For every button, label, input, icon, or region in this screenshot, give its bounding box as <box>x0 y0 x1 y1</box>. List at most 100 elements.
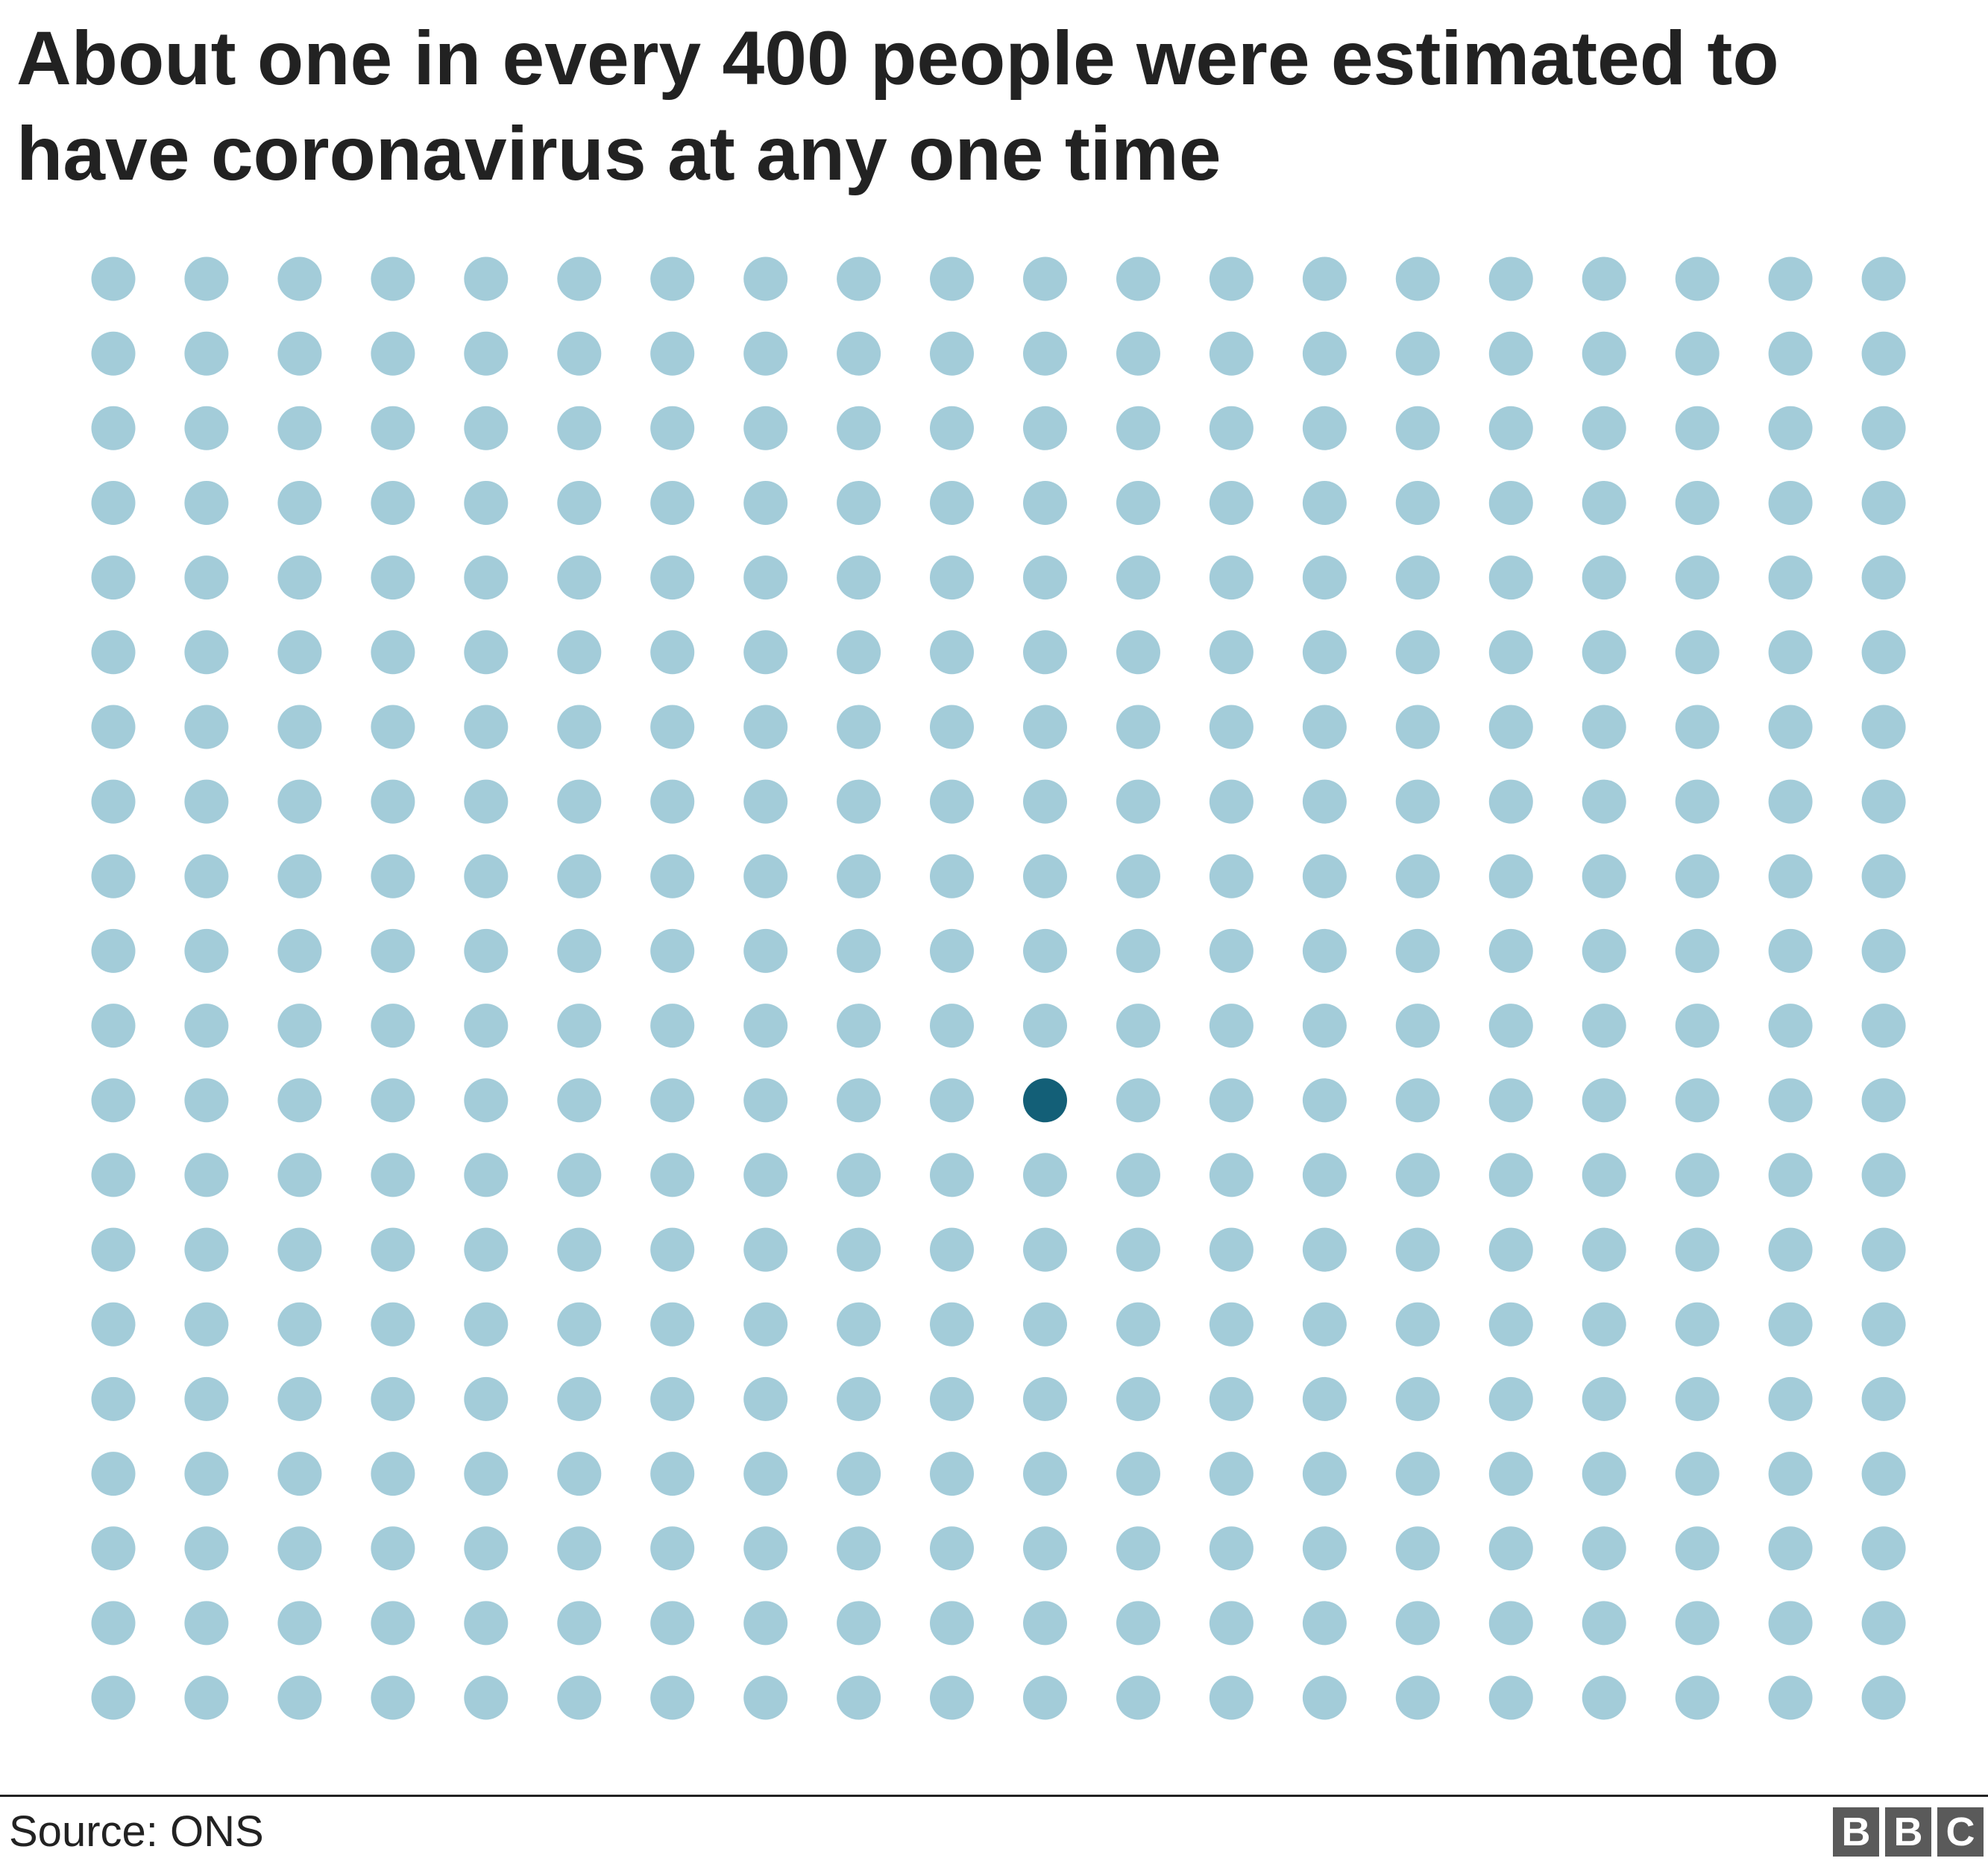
person-dot <box>184 1302 229 1347</box>
person-dot <box>1768 1004 1813 1048</box>
person-dot <box>1209 331 1253 376</box>
person-dot <box>1582 555 1626 600</box>
person-dot <box>1209 1675 1253 1720</box>
logo-letter: B <box>1885 1807 1931 1857</box>
person-dot <box>464 779 509 824</box>
person-dot <box>1023 630 1067 675</box>
person-dot <box>837 1675 881 1720</box>
person-dot <box>371 1153 415 1197</box>
person-dot <box>1023 1526 1067 1571</box>
person-dot <box>1395 705 1440 749</box>
person-dot <box>1861 256 1906 301</box>
person-dot <box>1675 1078 1720 1123</box>
person-dot <box>1395 1153 1440 1197</box>
person-dot <box>371 406 415 450</box>
bbc-logo: B B C <box>1833 1807 1984 1857</box>
person-dot <box>371 779 415 824</box>
person-dot <box>930 331 974 376</box>
person-dot <box>1302 331 1347 376</box>
person-dot <box>837 779 881 824</box>
highlighted-person-dot <box>1023 1078 1067 1123</box>
person-dot <box>1302 1227 1347 1272</box>
person-dot <box>277 481 322 525</box>
person-dot <box>184 1153 229 1197</box>
person-dot <box>1582 331 1626 376</box>
logo-letter: C <box>1937 1807 1984 1857</box>
person-dot <box>1768 630 1813 675</box>
person-dot <box>1302 1004 1347 1048</box>
person-dot <box>743 256 788 301</box>
person-dot <box>1768 1601 1813 1646</box>
person-dot <box>837 331 881 376</box>
person-dot <box>371 705 415 749</box>
person-dot <box>1302 481 1347 525</box>
person-dot <box>1675 1526 1720 1571</box>
person-dot <box>371 256 415 301</box>
person-dot <box>1116 1227 1160 1272</box>
person-dot <box>91 1376 136 1421</box>
person-dot <box>837 854 881 898</box>
person-dot <box>1023 1601 1067 1646</box>
person-dot <box>650 1675 695 1720</box>
person-dot <box>464 1302 509 1347</box>
person-dot <box>1488 481 1533 525</box>
person-dot <box>1209 256 1253 301</box>
person-dot <box>743 1227 788 1272</box>
person-dot <box>1768 854 1813 898</box>
person-dot <box>1768 928 1813 973</box>
person-dot <box>1582 630 1626 675</box>
person-dot <box>1023 1376 1067 1421</box>
person-dot <box>1116 1601 1160 1646</box>
person-dot <box>1116 481 1160 525</box>
person-dot <box>1861 406 1906 450</box>
person-dot <box>1209 705 1253 749</box>
person-dot <box>1023 1452 1067 1496</box>
person-dot <box>1768 1302 1813 1347</box>
person-dot <box>1116 1004 1160 1048</box>
person-dot <box>1582 1526 1626 1571</box>
dot-grid-chart <box>91 256 1906 1720</box>
person-dot <box>1675 854 1720 898</box>
person-dot <box>184 779 229 824</box>
person-dot <box>184 1004 229 1048</box>
person-dot <box>1116 854 1160 898</box>
person-dot <box>1209 481 1253 525</box>
person-dot <box>1861 555 1906 600</box>
person-dot <box>1582 1376 1626 1421</box>
person-dot <box>184 1526 229 1571</box>
person-dot <box>743 481 788 525</box>
person-dot <box>930 1452 974 1496</box>
person-dot <box>1209 854 1253 898</box>
person-dot <box>1023 481 1067 525</box>
person-dot <box>743 779 788 824</box>
person-dot <box>91 705 136 749</box>
person-dot <box>464 705 509 749</box>
person-dot <box>464 1452 509 1496</box>
person-dot <box>1395 1452 1440 1496</box>
person-dot <box>557 1227 602 1272</box>
person-dot <box>1582 928 1626 973</box>
person-dot <box>1582 1078 1626 1123</box>
person-dot <box>91 1004 136 1048</box>
person-dot <box>184 1376 229 1421</box>
person-dot <box>91 1153 136 1197</box>
person-dot <box>1302 779 1347 824</box>
person-dot <box>743 331 788 376</box>
person-dot <box>1861 1227 1906 1272</box>
person-dot <box>930 1004 974 1048</box>
person-dot <box>557 331 602 376</box>
person-dot <box>184 630 229 675</box>
person-dot <box>1488 630 1533 675</box>
person-dot <box>1395 1004 1440 1048</box>
person-dot <box>743 630 788 675</box>
person-dot <box>837 705 881 749</box>
person-dot <box>1302 854 1347 898</box>
person-dot <box>1768 779 1813 824</box>
person-dot <box>1768 331 1813 376</box>
person-dot <box>1395 1675 1440 1720</box>
person-dot <box>277 779 322 824</box>
person-dot <box>1023 1675 1067 1720</box>
person-dot <box>1861 1601 1906 1646</box>
person-dot <box>1116 779 1160 824</box>
person-dot <box>1116 928 1160 973</box>
